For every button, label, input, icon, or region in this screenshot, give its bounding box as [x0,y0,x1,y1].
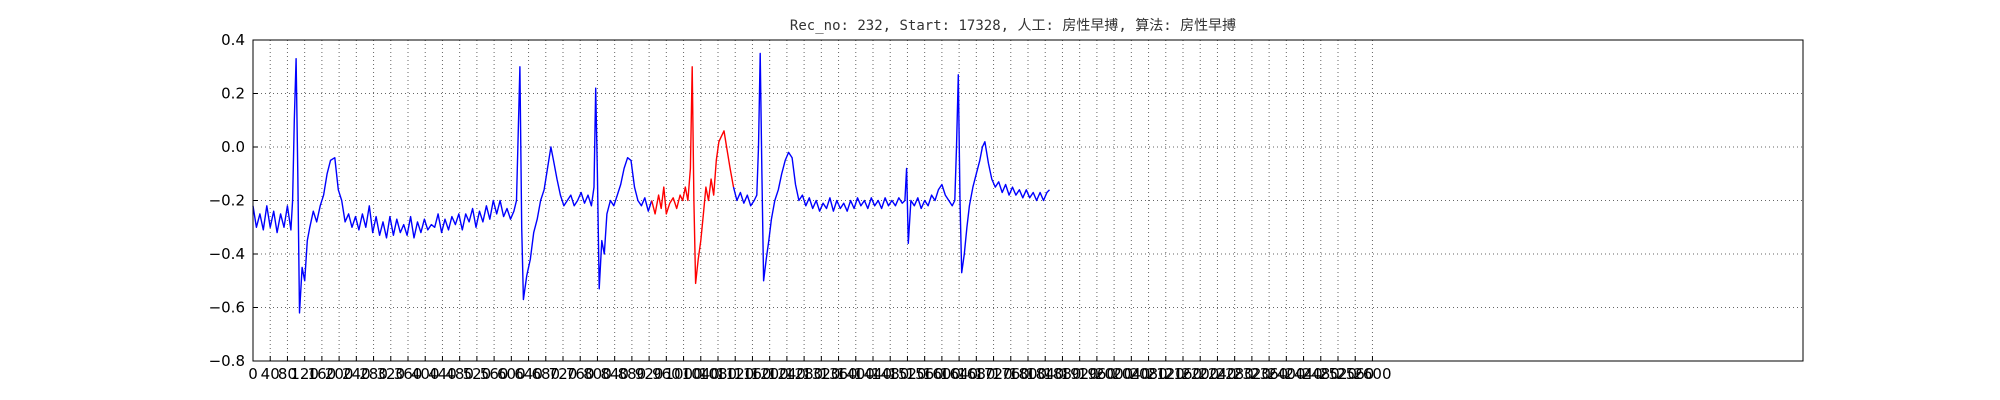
x-tick-label: 2200 [1181,365,1219,383]
x-tick-label: 2160 [1164,365,1202,383]
x-tick-label: 880 [618,365,647,383]
x-tick-label: 2320 [1233,365,1271,383]
x-tick-label: 2000 [1095,365,1133,383]
x-tick-label: 2560 [1336,365,1374,383]
x-tick-label: 840 [600,365,629,383]
y-tick-label: −0.2 [209,192,245,210]
x-tick-label: 680 [531,365,560,383]
y-tick-label: −0.4 [209,245,245,263]
x-tick-label: 1000 [664,365,702,383]
x-tick-label: 600 [497,365,526,383]
x-tick-label: 2440 [1284,365,1322,383]
x-tick-label: 360 [394,365,423,383]
x-tick-label: 1040 [682,365,720,383]
x-tick-label: 1680 [957,365,995,383]
x-tick-label: 1200 [751,365,789,383]
x-tick-label: 1240 [768,365,806,383]
x-tick-label: 1360 [819,365,857,383]
x-tick-label: 40 [261,365,280,383]
ecg-series-line-1 [252,58,653,314]
x-tick-label: 1440 [854,365,892,383]
x-tick-label: 720 [549,365,578,383]
x-tick-label: 1800 [1009,365,1047,383]
x-tick-label: 1520 [888,365,926,383]
x-tick-label: 2040 [1112,365,1150,383]
y-tick-label: 0.4 [221,31,245,49]
x-tick-label: 1280 [785,365,823,383]
x-tick-label: 280 [359,365,388,383]
x-tick-label: 240 [342,365,371,383]
x-tick-label: 1880 [1043,365,1081,383]
x-tick-label: 2240 [1198,365,1236,383]
x-tick-label: 640 [514,365,543,383]
x-tick-label: 1320 [802,365,840,383]
x-tick-label: 2280 [1216,365,1254,383]
x-tick-label: 1080 [699,365,737,383]
ecg-series-line-2 [651,66,735,285]
x-tick-label: 1480 [871,365,909,383]
x-tick-label: 200 [325,365,354,383]
x-axis-ticks: 0 408012016020024028032036040044048052056… [248,356,1392,383]
x-tick-label: 320 [376,365,405,383]
y-tick-label: 0.2 [221,85,245,103]
x-tick-label: 1640 [940,365,978,383]
x-tick-label: 400 [411,365,440,383]
x-tick-label: 2480 [1302,365,1340,383]
x-tick-label: 760 [566,365,595,383]
x-tick-label: 1960 [1078,365,1116,383]
x-tick-label: 440 [428,365,457,383]
x-tick-label: 2360 [1250,365,1288,383]
x-tick-label: 560 [480,365,509,383]
y-tick-label: −0.8 [209,352,245,370]
x-tick-label: 80 [278,365,297,383]
x-tick-label: 1760 [992,365,1030,383]
x-tick-label: 960 [652,365,681,383]
x-tick-label: 1560 [906,365,944,383]
x-tick-label: 1400 [837,365,875,383]
x-tick-label: 0 [248,365,258,383]
series-layer [252,52,1051,314]
x-tick-label: 480 [445,365,474,383]
chart-title: Rec_no: 232, Start: 17328, 人工: 房性早搏, 算法:… [790,17,1236,34]
grid-lines [252,39,1803,362]
x-tick-label: 1720 [974,365,1012,383]
x-tick-label: 1920 [1061,365,1099,383]
x-tick-label: 2400 [1267,365,1305,383]
x-tick-label: 2120 [1147,365,1185,383]
x-tick-label: 520 [463,365,492,383]
x-tick-label: 2600 [1353,365,1391,383]
x-tick-label: 160 [308,365,337,383]
x-tick-label: 1160 [733,365,771,383]
x-tick-label: 120 [290,365,319,383]
x-tick-label: 1120 [716,365,754,383]
x-tick-label: 1600 [923,365,961,383]
x-tick-label: 800 [583,365,612,383]
y-tick-label: 0.0 [221,138,245,156]
x-tick-label: 2080 [1129,365,1167,383]
x-tick-label: 1840 [1026,365,1064,383]
x-tick-label: 2520 [1319,365,1357,383]
ecg-series-line-3 [732,52,1051,282]
y-axis-ticks: −0.8 −0.6 −0.4 −0.2 0.0 0.2 0.4 [209,31,258,370]
y-tick-label: −0.6 [209,299,245,317]
x-tick-label: 920 [635,365,664,383]
